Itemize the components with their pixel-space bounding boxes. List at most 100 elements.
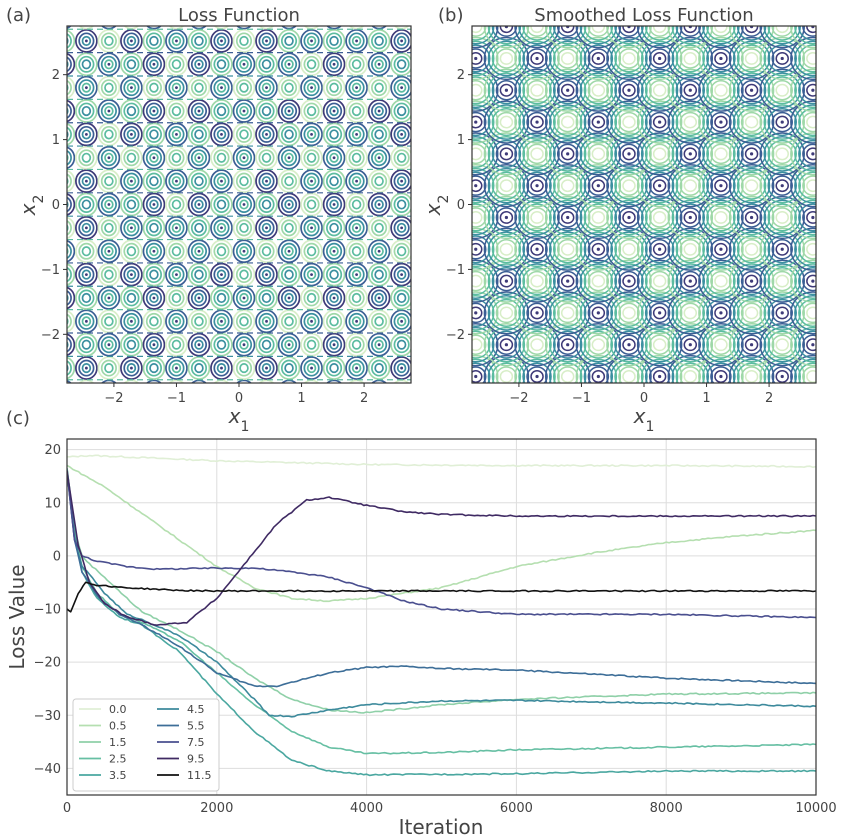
peak-ring	[495, 366, 518, 383]
basin-ring	[794, 263, 816, 299]
basin-ring	[806, 211, 816, 224]
basin-ring	[530, 370, 544, 383]
contour-ring	[171, 176, 182, 187]
peak-ring	[610, 167, 648, 204]
contour-ring	[300, 29, 323, 53]
basin-ring	[826, 359, 843, 393]
contour-ring	[277, 145, 301, 170]
contour-ring	[258, 219, 275, 237]
peak-ring	[698, 26, 744, 49]
contour-ring	[367, 286, 391, 310]
basin-ring	[526, 239, 548, 260]
basin-center	[658, 184, 662, 188]
contour-ring	[165, 309, 188, 334]
contour-ring	[329, 269, 339, 280]
basin-ring	[648, 175, 671, 196]
contour-ring	[210, 75, 233, 100]
basin-ring	[487, 326, 526, 363]
basin-ring	[579, 295, 618, 331]
basin-ring	[530, 115, 544, 129]
contour-ring	[145, 219, 162, 237]
contour-ring	[123, 379, 140, 383]
contour-center	[400, 226, 404, 230]
contour-ring	[149, 35, 159, 46]
basin-ring	[667, 259, 714, 303]
contour-center	[197, 62, 201, 66]
contour-ring	[329, 59, 339, 70]
basin-ring	[826, 105, 843, 139]
contour-ring	[81, 222, 92, 233]
contour-ring	[420, 60, 428, 68]
contour-ring	[378, 382, 380, 383]
contour-center	[242, 156, 246, 160]
basin-ring	[587, 239, 610, 260]
basin-ring	[683, 274, 698, 288]
basin-ring	[636, 36, 683, 81]
contour-ring	[165, 145, 188, 170]
y-tick-label: 1	[457, 133, 465, 148]
contour-ring	[120, 192, 143, 217]
peak-ring	[583, 139, 614, 168]
peak-ring	[679, 366, 702, 383]
peak-ring	[618, 239, 640, 260]
basin-ring	[622, 274, 636, 288]
contour-ring	[393, 125, 410, 143]
basin-ring	[472, 44, 491, 73]
contour-center	[130, 132, 133, 136]
contour-center	[242, 249, 246, 253]
peak-ring	[671, 231, 710, 268]
peak-ring	[759, 259, 805, 303]
contour-ring	[396, 129, 407, 140]
contour-ring	[329, 35, 339, 46]
contour-ring	[187, 332, 211, 357]
peak-ring	[644, 267, 675, 296]
contour-center	[107, 109, 111, 113]
contour-ring	[367, 145, 391, 170]
basin-ring	[710, 302, 732, 324]
peak-ring	[495, 239, 518, 260]
peak-ring	[798, 362, 816, 383]
basin-ring	[487, 72, 526, 109]
contour-ring	[326, 359, 343, 377]
peak-ring	[648, 80, 671, 101]
contour-ring	[142, 75, 166, 100]
contour-ring	[67, 294, 69, 302]
legend-label: 11.5	[187, 769, 212, 782]
contour-ring	[213, 359, 230, 377]
peak-ring	[491, 362, 522, 383]
basin-ring	[683, 26, 698, 34]
contour-ring	[97, 169, 121, 193]
contour-ring	[374, 35, 384, 46]
peak-ring	[548, 167, 587, 204]
contour-ring	[232, 99, 256, 123]
contour-ring	[367, 332, 391, 357]
contour-ring	[100, 312, 117, 330]
basin-ring	[495, 207, 518, 228]
y-tick-label: −1	[41, 263, 60, 278]
x-tick-label: 2	[765, 391, 773, 406]
basin-ring	[683, 338, 698, 352]
contour-ring	[78, 266, 95, 284]
basin-ring	[679, 80, 702, 101]
contour-ring	[194, 269, 204, 280]
contour-ring	[150, 387, 158, 395]
contour-ring	[330, 387, 338, 395]
x-tick-label: 6000	[500, 801, 533, 816]
contour-center	[220, 319, 223, 323]
peak-ring	[728, 36, 775, 81]
basin-center	[719, 247, 723, 251]
peak-ring	[826, 200, 843, 234]
basin-center	[811, 343, 815, 347]
contour-ring	[374, 363, 384, 374]
basin-ring	[826, 169, 843, 203]
contour-ring	[81, 35, 92, 46]
contour-ring	[303, 242, 320, 260]
contour-center	[265, 86, 268, 90]
peak-ring	[728, 354, 775, 383]
contour-ring	[75, 99, 98, 123]
contour-ring	[393, 312, 410, 330]
contour-ring	[165, 99, 188, 123]
peak-ring	[675, 362, 706, 383]
contour-ring	[75, 192, 98, 217]
